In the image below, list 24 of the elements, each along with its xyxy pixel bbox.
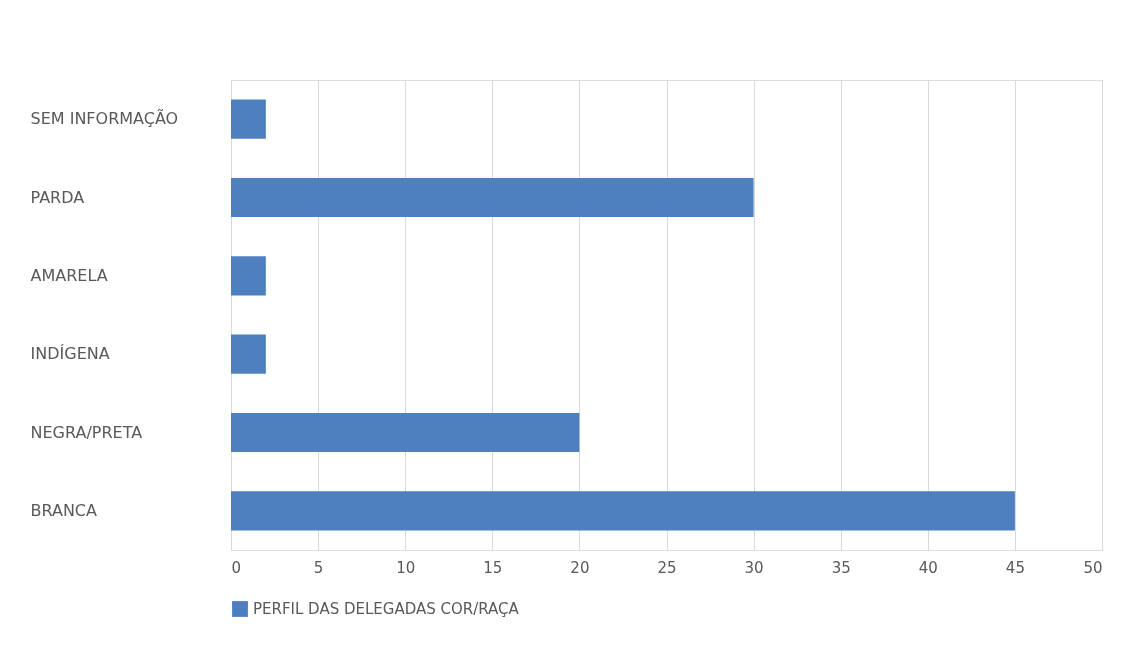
y-tick-label: BRANCA — [30, 500, 98, 520]
y-tick-label: INDÍGENA — [30, 344, 110, 364]
x-tick-label: 10 — [396, 558, 416, 577]
bar — [231, 177, 754, 218]
x-tick-label: 15 — [483, 558, 503, 577]
x-tick-label: 0 — [231, 558, 242, 577]
x-tick-label: 40 — [918, 558, 938, 577]
x-tick-label: 35 — [831, 558, 851, 577]
x-tick-label: 5 — [313, 558, 324, 577]
legend-label: PERFIL DAS DELEGADAS COR/RAÇA — [253, 600, 520, 618]
bar — [231, 256, 266, 296]
bar — [231, 491, 1015, 531]
bar — [231, 334, 266, 374]
bar — [231, 412, 580, 453]
x-tick-label: 25 — [657, 558, 677, 577]
y-tick-label: SEM INFORMAÇÃO — [30, 109, 179, 129]
y-tick-label: NEGRA/PRETA — [30, 422, 143, 442]
y-tick-label: AMARELA — [30, 265, 108, 285]
x-tick-label: 30 — [744, 558, 764, 577]
x-tick-label: 50 — [1083, 558, 1103, 577]
x-tick-label: 20 — [570, 558, 590, 577]
x-tick-label: 45 — [1005, 558, 1025, 577]
y-tick-label: PARDA — [30, 187, 85, 207]
bar — [231, 99, 266, 139]
